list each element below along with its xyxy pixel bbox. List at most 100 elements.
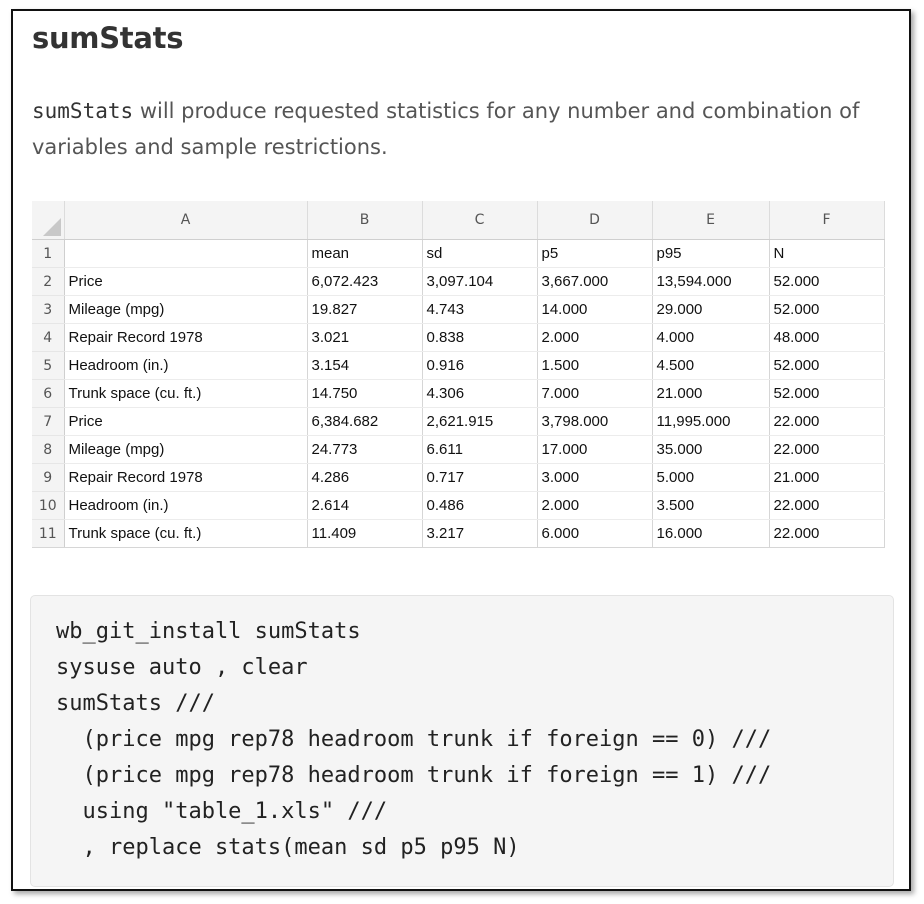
table-cell[interactable]: mean bbox=[307, 239, 423, 268]
code-text: wb_git_install sumStats sysuse auto , cle… bbox=[56, 614, 893, 866]
table-cell[interactable]: 2.614 bbox=[307, 491, 423, 520]
row-number[interactable]: 11 bbox=[32, 519, 65, 548]
table-cell[interactable]: p5 bbox=[537, 239, 653, 268]
row-number[interactable]: 7 bbox=[32, 407, 65, 436]
table-cell[interactable]: 0.717 bbox=[422, 463, 538, 492]
table-cell[interactable]: 0.486 bbox=[422, 491, 538, 520]
table-cell[interactable]: 22.000 bbox=[769, 519, 885, 548]
table-cell[interactable]: p95 bbox=[652, 239, 770, 268]
column-header[interactable]: C bbox=[422, 201, 538, 240]
table-cell[interactable]: 21.000 bbox=[652, 379, 770, 408]
table-cell[interactable]: 3.154 bbox=[307, 351, 423, 380]
code-block: wb_git_install sumStats sysuse auto , cle… bbox=[30, 595, 894, 887]
column-header[interactable]: E bbox=[652, 201, 770, 240]
table-cell[interactable]: 3,097.104 bbox=[422, 267, 538, 296]
table-cell[interactable]: 21.000 bbox=[769, 463, 885, 492]
table-cell[interactable]: 11,995.000 bbox=[652, 407, 770, 436]
table-cell[interactable]: 1.500 bbox=[537, 351, 653, 380]
row-number[interactable]: 5 bbox=[32, 351, 65, 380]
table-cell[interactable]: 4.743 bbox=[422, 295, 538, 324]
table-cell[interactable]: 4.286 bbox=[307, 463, 423, 492]
table-cell[interactable]: Headroom (in.) bbox=[64, 351, 308, 380]
table-cell[interactable]: 52.000 bbox=[769, 351, 885, 380]
table-cell[interactable]: 4.000 bbox=[652, 323, 770, 352]
table-cell[interactable]: 14.000 bbox=[537, 295, 653, 324]
table-cell[interactable]: 3.021 bbox=[307, 323, 423, 352]
table-cell[interactable]: 22.000 bbox=[769, 407, 885, 436]
table-cell[interactable]: 29.000 bbox=[652, 295, 770, 324]
description-text: will produce requested statistics for an… bbox=[32, 99, 860, 159]
table-cell[interactable]: Repair Record 1978 bbox=[64, 323, 308, 352]
table-cell[interactable]: sd bbox=[422, 239, 538, 268]
row-number[interactable]: 1 bbox=[32, 239, 65, 268]
table-cell[interactable]: 2,621.915 bbox=[422, 407, 538, 436]
code-line: , replace stats(mean sd p5 p95 N) bbox=[56, 835, 520, 860]
description-code-word: sumStats bbox=[32, 99, 134, 123]
table-row: 6 Trunk space (cu. ft.) 14.750 4.306 7.000 21… bbox=[32, 379, 885, 408]
table-cell[interactable]: N bbox=[769, 239, 885, 268]
table-cell[interactable]: 0.838 bbox=[422, 323, 538, 352]
table-cell[interactable]: Price bbox=[64, 267, 308, 296]
table-cell[interactable]: Mileage (mpg) bbox=[64, 295, 308, 324]
table-cell[interactable]: 17.000 bbox=[537, 435, 653, 464]
table-cell[interactable]: 52.000 bbox=[769, 379, 885, 408]
table-row: 3 Mileage (mpg) 19.827 4.743 14.000 29.000 52.… bbox=[32, 295, 885, 324]
table-row: 4 Repair Record 1978 3.021 0.838 2.000 4.000 4… bbox=[32, 323, 885, 352]
content-frame: sumStats sumStats will produce requested… bbox=[11, 9, 911, 891]
code-line: sysuse auto , clear bbox=[56, 655, 308, 680]
column-header[interactable]: B bbox=[307, 201, 423, 240]
table-cell[interactable] bbox=[64, 239, 308, 268]
code-line: wb_git_install sumStats bbox=[56, 619, 361, 644]
table-cell[interactable]: Trunk space (cu. ft.) bbox=[64, 519, 308, 548]
table-cell[interactable]: 22.000 bbox=[769, 435, 885, 464]
row-number[interactable]: 8 bbox=[32, 435, 65, 464]
table-cell[interactable]: 3.217 bbox=[422, 519, 538, 548]
row-number[interactable]: 6 bbox=[32, 379, 65, 408]
table-cell[interactable]: 2.000 bbox=[537, 491, 653, 520]
table-cell[interactable]: 22.000 bbox=[769, 491, 885, 520]
table-cell[interactable]: 0.916 bbox=[422, 351, 538, 380]
table-cell[interactable]: Mileage (mpg) bbox=[64, 435, 308, 464]
row-number[interactable]: 10 bbox=[32, 491, 65, 520]
table-cell[interactable]: 3.500 bbox=[652, 491, 770, 520]
row-number[interactable]: 3 bbox=[32, 295, 65, 324]
code-line: using "table_1.xls" /// bbox=[56, 799, 388, 824]
select-all-corner[interactable] bbox=[32, 201, 65, 240]
row-number[interactable]: 9 bbox=[32, 463, 65, 492]
table-cell[interactable]: Repair Record 1978 bbox=[64, 463, 308, 492]
table-cell[interactable]: 6.611 bbox=[422, 435, 538, 464]
table-cell[interactable]: Price bbox=[64, 407, 308, 436]
table-cell[interactable]: 52.000 bbox=[769, 267, 885, 296]
table-cell[interactable]: 11.409 bbox=[307, 519, 423, 548]
table-cell[interactable]: 3,667.000 bbox=[537, 267, 653, 296]
table-cell[interactable]: 4.500 bbox=[652, 351, 770, 380]
table-cell[interactable]: 3.000 bbox=[537, 463, 653, 492]
row-number[interactable]: 2 bbox=[32, 267, 65, 296]
table-cell[interactable]: 7.000 bbox=[537, 379, 653, 408]
table-row: 1 mean sd p5 p95 N bbox=[32, 239, 885, 268]
column-header[interactable]: D bbox=[537, 201, 653, 240]
code-line: (price mpg rep78 headroom trunk if forei… bbox=[56, 727, 772, 752]
table-cell[interactable]: 48.000 bbox=[769, 323, 885, 352]
table-cell[interactable]: 4.306 bbox=[422, 379, 538, 408]
table-cell[interactable]: 16.000 bbox=[652, 519, 770, 548]
table-cell[interactable]: 52.000 bbox=[769, 295, 885, 324]
table-cell[interactable]: 19.827 bbox=[307, 295, 423, 324]
table-cell[interactable]: 13,594.000 bbox=[652, 267, 770, 296]
table-cell[interactable]: Headroom (in.) bbox=[64, 491, 308, 520]
table-cell[interactable]: 5.000 bbox=[652, 463, 770, 492]
table-cell[interactable]: 2.000 bbox=[537, 323, 653, 352]
column-header[interactable]: F bbox=[769, 201, 885, 240]
table-cell[interactable]: 14.750 bbox=[307, 379, 423, 408]
table-cell[interactable]: 6,384.682 bbox=[307, 407, 423, 436]
table-cell[interactable]: 6.000 bbox=[537, 519, 653, 548]
table-cell[interactable]: 3,798.000 bbox=[537, 407, 653, 436]
table-row: 9 Repair Record 1978 4.286 0.717 3.000 5.000 2… bbox=[32, 463, 885, 492]
table-cell[interactable]: 6,072.423 bbox=[307, 267, 423, 296]
section-title: sumStats bbox=[32, 21, 184, 55]
column-header[interactable]: A bbox=[64, 201, 308, 240]
table-cell[interactable]: 35.000 bbox=[652, 435, 770, 464]
table-cell[interactable]: 24.773 bbox=[307, 435, 423, 464]
row-number[interactable]: 4 bbox=[32, 323, 65, 352]
table-cell[interactable]: Trunk space (cu. ft.) bbox=[64, 379, 308, 408]
